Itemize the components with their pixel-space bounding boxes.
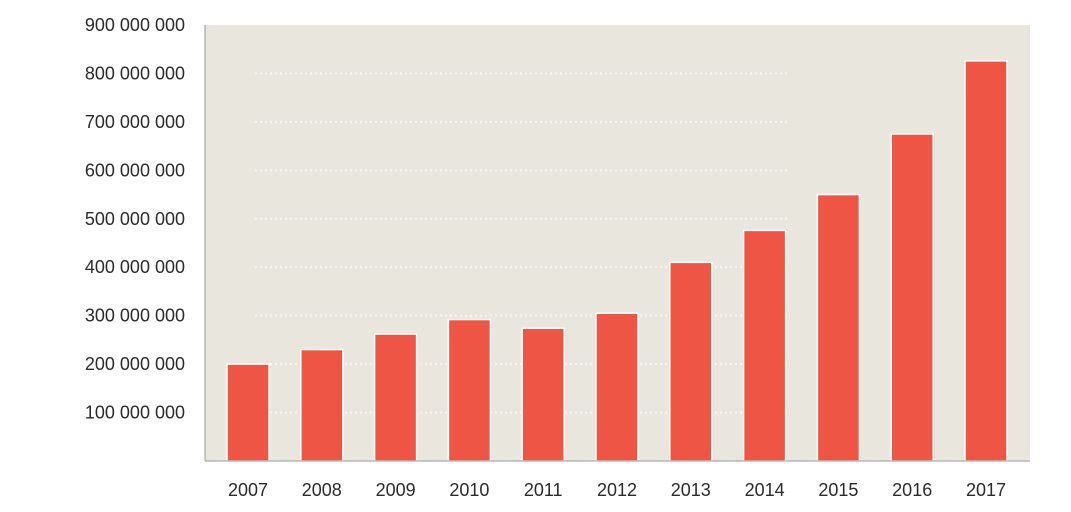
y-tick-label: 100 000 000	[85, 403, 185, 423]
bar-2008	[300, 348, 344, 462]
x-tick-label: 2016	[892, 480, 932, 500]
x-tick-label: 2015	[818, 480, 858, 500]
x-axis-ticks: 2007 2008 2009 2010 2011 2012 2013 2014 2015 2016…	[228, 480, 1006, 500]
x-tick-label: 2007	[228, 480, 268, 500]
bar-2013	[669, 261, 713, 462]
y-tick-label: 500 000 000	[85, 209, 185, 229]
x-tick-label: 2009	[376, 480, 416, 500]
y-tick-label: 900 000 000	[85, 15, 185, 35]
x-tick-label: 2014	[745, 480, 785, 500]
x-tick-label: 2010	[449, 480, 489, 500]
y-axis-ticks: 100 000 000 200 000 000 300 000 000 400 000…	[85, 15, 185, 423]
y-tick-label: 200 000 000	[85, 354, 185, 374]
x-tick-label: 2012	[597, 480, 637, 500]
bar-2014	[742, 229, 787, 462]
bar-2012	[595, 312, 639, 462]
bar-2011	[521, 327, 565, 462]
x-tick-label: 2011	[524, 480, 563, 500]
bar-2016	[890, 133, 934, 462]
x-tick-label: 2017	[966, 480, 1006, 500]
x-tick-label: 2008	[302, 480, 342, 500]
bar-2015	[816, 193, 861, 462]
y-tick-label: 800 000 000	[85, 63, 185, 83]
y-tick-label: 700 000 000	[85, 112, 185, 132]
y-tick-label: 400 000 000	[85, 257, 185, 277]
bar-2007	[226, 363, 270, 462]
y-tick-label: 300 000 000	[85, 306, 185, 326]
x-tick-label: 2013	[671, 480, 711, 500]
bar-2010	[447, 318, 492, 462]
bar-2009	[373, 333, 418, 462]
bar-2017	[964, 60, 1008, 462]
y-tick-label: 600 000 000	[85, 160, 185, 180]
